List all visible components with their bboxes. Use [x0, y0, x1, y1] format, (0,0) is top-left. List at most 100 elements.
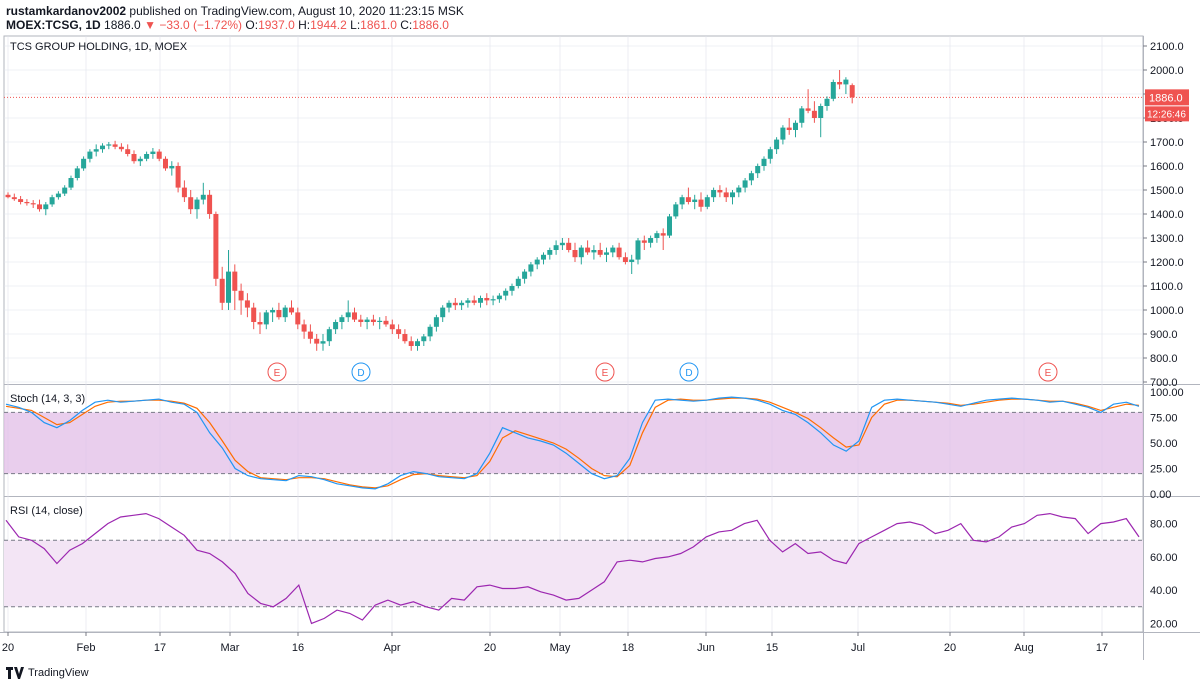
- candle-up: [282, 307, 288, 318]
- candle-down: [396, 329, 402, 334]
- candle-up: [150, 151, 156, 154]
- tradingview-logo-icon[interactable]: [6, 667, 24, 679]
- candle-up: [591, 250, 597, 253]
- candle-down: [251, 307, 257, 322]
- candle-up: [49, 197, 55, 205]
- candle-down: [301, 324, 307, 332]
- candle-down: [597, 250, 603, 255]
- candle-up: [793, 122, 798, 130]
- candle-down: [18, 199, 24, 202]
- time-axis-label: 20: [944, 642, 956, 654]
- time-axis-label: Jun: [697, 642, 715, 654]
- candle-up: [446, 302, 452, 308]
- candle-down: [213, 214, 219, 279]
- time-axis-label: May: [550, 642, 571, 654]
- brand-name[interactable]: TradingView: [28, 667, 89, 679]
- candle-up: [270, 310, 276, 313]
- candle-down: [30, 203, 36, 205]
- candle-down: [307, 331, 313, 339]
- high-label: H:: [298, 18, 311, 32]
- candle-up: [604, 252, 609, 255]
- price-axis-label: 2100.0: [1150, 41, 1184, 53]
- candle-down: [257, 322, 263, 325]
- candle-up: [830, 82, 836, 99]
- candle-down: [660, 233, 666, 236]
- low-value: 1861.0: [360, 18, 397, 32]
- candle-down: [484, 298, 490, 301]
- candle-down: [37, 204, 42, 210]
- stoch-axis-label: 0.00: [1150, 489, 1171, 501]
- candle-down: [698, 199, 704, 207]
- author-name[interactable]: rustamkardanov2002: [6, 4, 127, 18]
- price-axis-label: 1500.0: [1150, 185, 1184, 197]
- candle-down: [289, 307, 294, 313]
- rsi-line: [5, 512, 1140, 625]
- candle-down: [295, 312, 301, 325]
- open-value: 1937.0: [258, 18, 295, 32]
- rsi-title: RSI (14, close): [10, 505, 83, 517]
- dividend-event-marker[interactable]: [351, 362, 371, 382]
- candle-down: [175, 166, 181, 188]
- candle-up: [667, 216, 672, 236]
- time-axis-label: 15: [766, 642, 778, 654]
- candle-down: [786, 127, 792, 130]
- candle-down: [849, 85, 855, 98]
- candle-up: [55, 193, 61, 198]
- candle-up: [345, 312, 351, 318]
- candle-up: [106, 144, 112, 146]
- earnings-event-marker[interactable]: [267, 362, 287, 382]
- candle-up: [459, 302, 465, 306]
- candle-up: [333, 322, 339, 330]
- candle-down: [238, 290, 244, 301]
- candle-up: [761, 158, 767, 166]
- candle-down: [370, 319, 376, 322]
- candle-up: [679, 197, 685, 205]
- price-axis-label: 800.0: [1150, 353, 1178, 365]
- candle-down: [585, 247, 591, 253]
- dividend-event-marker[interactable]: [679, 362, 699, 382]
- time-axis-label: 17: [154, 642, 166, 654]
- candle-up: [742, 180, 748, 188]
- candle-up: [547, 250, 553, 255]
- chart-title: TCS GROUP HOLDING, 1D, MOEX: [10, 41, 188, 53]
- candle-down: [717, 190, 723, 193]
- price-axis-label: 1300.0: [1150, 233, 1184, 245]
- candle-up: [799, 108, 805, 123]
- candle-down: [616, 247, 622, 258]
- stoch-band: [4, 412, 1143, 474]
- candle-up: [704, 197, 710, 207]
- candle-up: [320, 341, 326, 344]
- candle-down: [572, 250, 578, 258]
- candle-up: [559, 242, 565, 246]
- symbol-info: MOEX:TCSG, 1D 1886.0 ▼ −33.0 (−1.72%) O:…: [6, 18, 449, 32]
- candle-up: [93, 149, 99, 152]
- stoch-axis-label: 75.00: [1150, 413, 1178, 425]
- candle-down: [276, 310, 282, 318]
- candle-up: [692, 199, 698, 202]
- earnings-event-marker[interactable]: [1038, 362, 1058, 382]
- price-axis-label: 1200.0: [1150, 257, 1184, 269]
- price-axis-label: 1000.0: [1150, 305, 1184, 317]
- countdown-label: 12:26:46: [1147, 109, 1186, 120]
- stoch-axis-label: 50.00: [1150, 438, 1178, 450]
- candle-down: [358, 319, 364, 322]
- time-axis-label: Apr: [383, 642, 400, 654]
- price-axis-label: 1100.0: [1150, 281, 1183, 293]
- candle-down: [723, 192, 729, 198]
- candle-up: [263, 312, 269, 325]
- stoch-d-line: [5, 397, 1140, 489]
- candle-up: [200, 194, 206, 200]
- time-axis-label: 20: [2, 642, 14, 654]
- footer: TradingView: [6, 667, 89, 679]
- candle-down: [181, 187, 187, 198]
- candle-down: [685, 197, 691, 202]
- symbol-label[interactable]: MOEX:TCSG, 1D: [6, 18, 101, 32]
- candle-down: [188, 197, 194, 210]
- candle-up: [711, 190, 717, 198]
- candle-up: [673, 204, 679, 217]
- earnings-event-marker[interactable]: [595, 362, 615, 382]
- candle-down: [314, 338, 320, 344]
- candle-down: [452, 302, 458, 306]
- price-label-box: [1145, 89, 1189, 106]
